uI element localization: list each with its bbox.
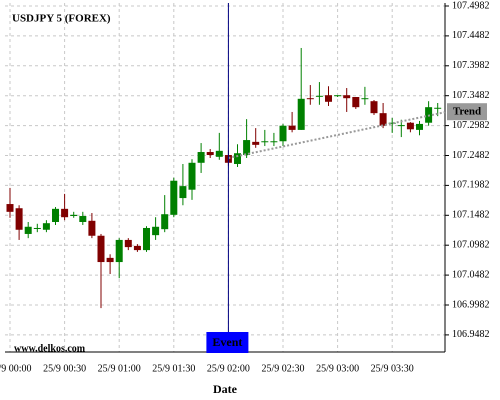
candle-body <box>261 141 269 143</box>
candle-body <box>361 98 369 100</box>
y-tick-label: 106.9482 <box>452 329 490 340</box>
watermark: www.delkos.com <box>14 343 86 354</box>
candle-body <box>325 95 333 102</box>
candle-body <box>379 113 387 126</box>
candle-body <box>79 216 87 222</box>
candle-body <box>143 227 151 251</box>
candle-body <box>406 122 414 130</box>
candle-body <box>416 123 424 130</box>
candle-body <box>288 125 296 130</box>
candle-body <box>315 95 323 97</box>
candle-body <box>270 141 278 143</box>
candle-body <box>279 125 287 142</box>
candle-body <box>97 235 105 263</box>
event-label-box <box>206 332 249 353</box>
candle-body <box>152 226 160 236</box>
candle-body <box>42 223 50 230</box>
candle-body <box>24 226 32 234</box>
candle-body <box>188 162 196 190</box>
y-tick-label: 107.1482 <box>452 210 490 221</box>
event-label: Event <box>212 335 242 349</box>
candle-body <box>6 204 14 212</box>
chart-title: USDJPY 5 (FOREX) <box>12 13 111 25</box>
y-tick-label: 107.2482 <box>452 150 490 161</box>
candle-body <box>70 214 78 217</box>
candle-body <box>215 150 223 157</box>
candle-body <box>170 180 178 215</box>
x-tick-label: 25/9 00:30 <box>43 363 86 374</box>
y-tick-label: 107.3482 <box>452 90 490 101</box>
x-tick-label: 25/9 02:00 <box>207 363 250 374</box>
candle-body <box>243 140 251 156</box>
candle-body <box>343 95 351 99</box>
candle-body <box>206 152 214 156</box>
candle-body <box>197 152 205 163</box>
candle-body <box>234 153 242 164</box>
candle-body <box>61 208 69 218</box>
candle-body <box>397 125 405 127</box>
candle-body <box>115 239 123 263</box>
candle-body <box>179 186 187 199</box>
x-axis-label: Date <box>213 382 238 396</box>
trend-label-box <box>447 103 487 121</box>
candle-body <box>252 141 260 145</box>
x-tick-label: 25/9 03:00 <box>316 363 359 374</box>
x-tick-label: 25/9 01:30 <box>152 363 195 374</box>
candle-body <box>15 208 23 230</box>
y-tick-label: 107.1982 <box>452 180 490 191</box>
candle-body <box>297 98 305 130</box>
candle-body <box>133 245 141 251</box>
y-tick-label: 107.4482 <box>452 30 490 41</box>
candle-body <box>106 257 114 263</box>
candle-body <box>388 122 396 124</box>
y-tick-label: 107.0482 <box>452 269 490 280</box>
candle-body <box>33 227 41 229</box>
y-tick-label: 106.9982 <box>452 299 490 310</box>
trend-line <box>228 111 446 159</box>
y-tick-label: 107.3982 <box>452 60 490 71</box>
trend-label: Trend <box>453 106 481 118</box>
y-tick-label: 107.4982 <box>452 0 490 11</box>
x-tick-label: 25/9 02:30 <box>261 363 304 374</box>
candle-body <box>370 101 378 114</box>
candle-body <box>434 107 442 109</box>
candle-body <box>88 220 96 236</box>
y-tick-label: 107.0982 <box>452 239 490 250</box>
x-tick-label: 25/9 00:00 <box>0 363 32 374</box>
candle-body <box>52 208 60 222</box>
candle-body <box>334 95 342 97</box>
candle-body <box>161 214 169 230</box>
candle-body <box>306 98 314 100</box>
candle-body <box>124 239 132 248</box>
x-tick-label: 25/9 01:00 <box>98 363 141 374</box>
candle-body <box>352 97 360 108</box>
marks <box>6 47 442 309</box>
x-tick-label: 25/9 03:30 <box>371 363 414 374</box>
y-tick-label: 107.2982 <box>452 120 490 131</box>
